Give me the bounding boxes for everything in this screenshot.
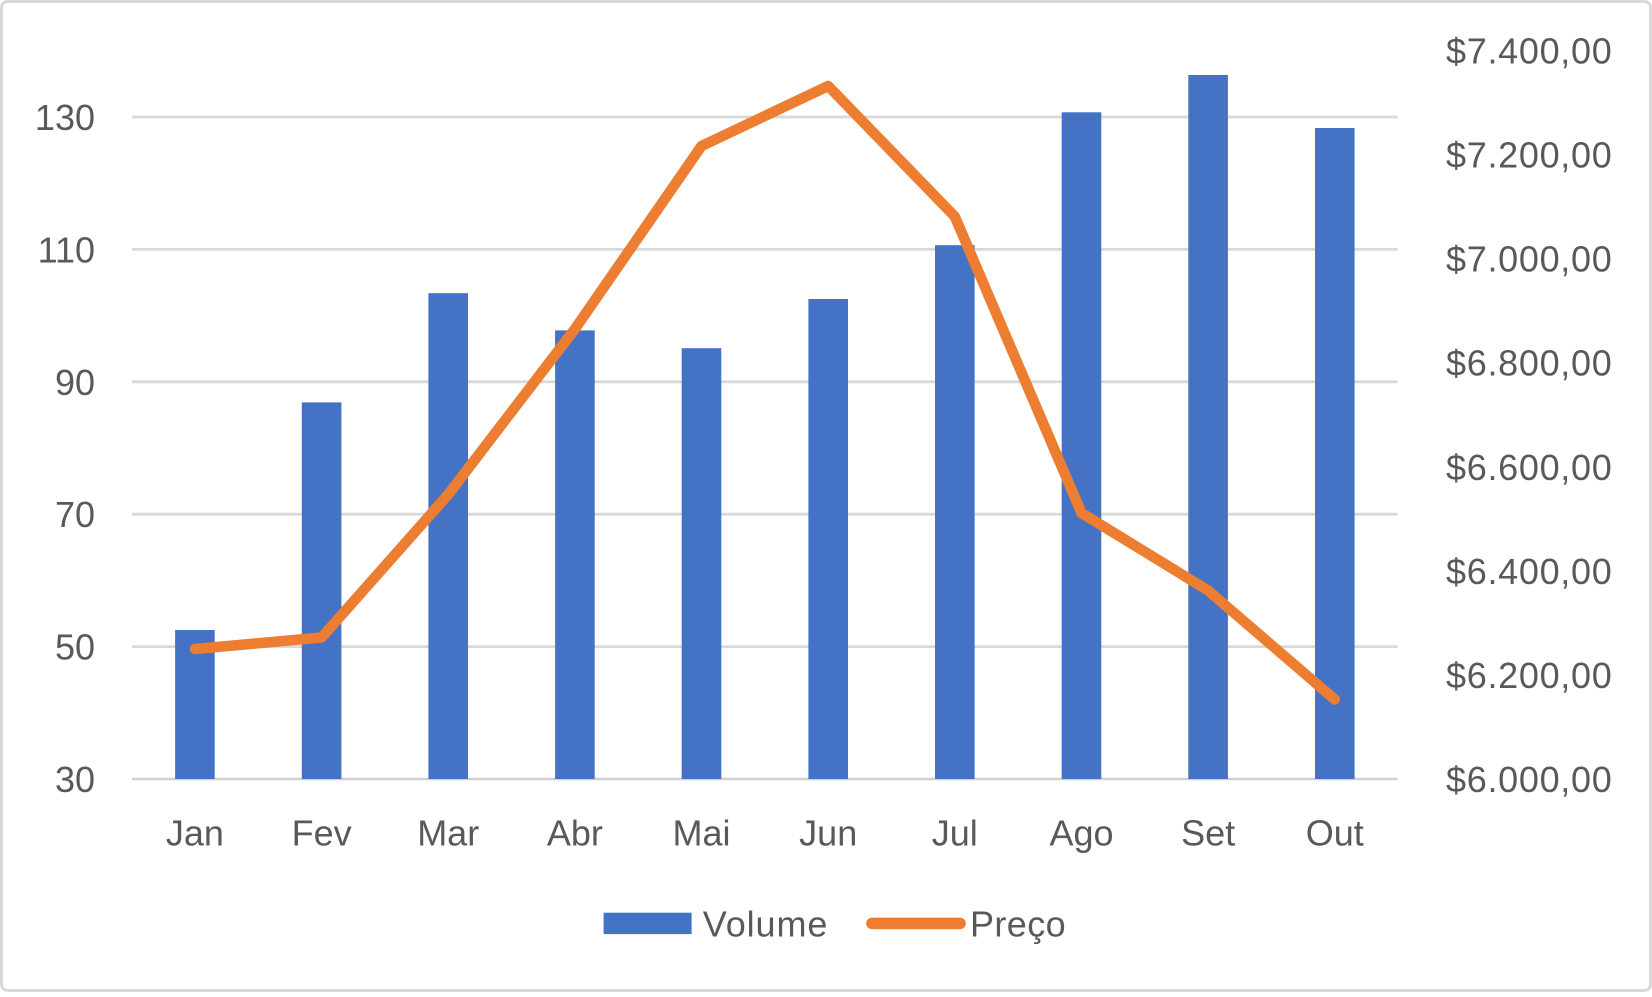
svg-text:Set: Set xyxy=(1181,813,1235,854)
svg-text:Jan: Jan xyxy=(166,813,224,854)
svg-text:$6.400,00: $6.400,00 xyxy=(1446,551,1612,592)
svg-text:Volume: Volume xyxy=(703,904,828,945)
svg-text:$6.200,00: $6.200,00 xyxy=(1446,655,1612,696)
svg-text:Preço: Preço xyxy=(970,904,1066,945)
svg-text:$7.000,00: $7.000,00 xyxy=(1446,239,1612,280)
svg-text:$7.200,00: $7.200,00 xyxy=(1446,135,1612,176)
svg-text:Ago: Ago xyxy=(1049,813,1113,854)
svg-text:Jun: Jun xyxy=(799,813,857,854)
svg-text:70: 70 xyxy=(55,494,95,535)
svg-text:Fev: Fev xyxy=(292,813,352,854)
svg-text:$7.400,00: $7.400,00 xyxy=(1446,31,1612,72)
svg-text:Mar: Mar xyxy=(417,813,479,854)
svg-text:Out: Out xyxy=(1306,813,1364,854)
svg-text:110: 110 xyxy=(38,229,95,270)
svg-text:90: 90 xyxy=(55,362,95,403)
svg-text:Abr: Abr xyxy=(547,813,603,854)
svg-text:30: 30 xyxy=(55,759,95,800)
svg-text:130: 130 xyxy=(35,97,95,138)
svg-text:$6.800,00: $6.800,00 xyxy=(1446,343,1612,384)
svg-text:$6.000,00: $6.000,00 xyxy=(1446,759,1612,800)
svg-text:Jul: Jul xyxy=(932,813,978,854)
svg-text:50: 50 xyxy=(55,627,95,668)
svg-text:Mai: Mai xyxy=(672,813,730,854)
svg-text:$6.600,00: $6.600,00 xyxy=(1446,447,1612,488)
